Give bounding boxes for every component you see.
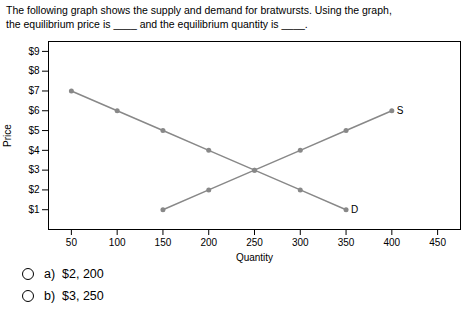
svg-text:D: D: [351, 204, 358, 215]
html-text:The following graph shows the: The following graph shows the supply and…: [6, 4, 392, 16]
svg-text:150: 150: [155, 237, 172, 248]
svg-text:$5: $5: [28, 125, 40, 136]
svg-text:300: 300: [292, 237, 309, 248]
svg-text:350: 350: [338, 237, 355, 248]
svg-text:$7: $7: [28, 85, 40, 96]
svg-text:250: 250: [246, 237, 263, 248]
svg-text:S: S: [397, 105, 404, 116]
svg-text:450: 450: [429, 237, 446, 248]
svg-text:50: 50: [66, 237, 78, 248]
svg-text:$8: $8: [28, 65, 40, 76]
svg-text:$4: $4: [28, 145, 40, 156]
svg-text:$9: $9: [28, 46, 40, 57]
svg-text:200: 200: [200, 237, 217, 248]
svg-text:400: 400: [383, 237, 400, 248]
svg-text:$6: $6: [28, 105, 40, 116]
html-text:the equilibrium price is ____: the equilibrium price is ____ and the eq…: [6, 18, 308, 30]
svg-text:$1: $1: [28, 204, 40, 215]
svg-text:100: 100: [109, 237, 126, 248]
svg-text:$3: $3: [28, 164, 40, 175]
html-text:a) $2, 200: a) $2, 200: [44, 267, 104, 281]
html-text:b) $3, 250: b) $3, 250: [44, 289, 104, 303]
svg-text:$2: $2: [28, 184, 40, 195]
svg-text:Quantity: Quantity: [236, 252, 273, 263]
svg-text:Price: Price: [2, 124, 13, 147]
